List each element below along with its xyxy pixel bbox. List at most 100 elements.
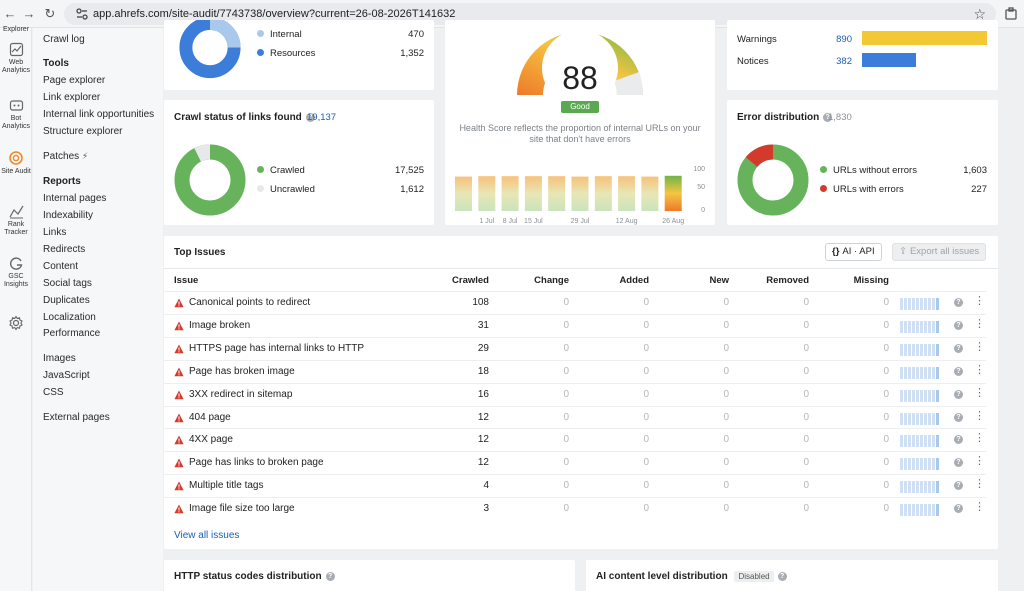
rail-item-settings[interactable] <box>0 315 32 333</box>
issue-name[interactable]: 404 page <box>189 411 231 423</box>
health-bar[interactable] <box>594 176 612 211</box>
help-icon[interactable]: ? <box>954 412 963 422</box>
help-icon[interactable]: ? <box>305 113 315 122</box>
site-settings-icon[interactable] <box>75 7 89 21</box>
issue-name[interactable]: Page has links to broken page <box>189 457 324 469</box>
health-bar[interactable] <box>455 176 472 211</box>
nav-performance[interactable]: Performance <box>43 328 101 339</box>
help-icon[interactable]: ? <box>954 504 963 514</box>
warnings-count[interactable]: 890 <box>836 34 852 45</box>
issue-name[interactable]: HTTPS page has internal links to HTTP <box>189 342 365 354</box>
cell-crawled[interactable]: 108 <box>472 297 489 308</box>
rail-item-gsc-insights[interactable]: GSC Insights <box>0 256 32 289</box>
notices-count[interactable]: 382 <box>836 56 852 67</box>
nav-javascript[interactable]: JavaScript <box>43 370 90 381</box>
back-icon[interactable]: ← <box>3 6 17 21</box>
address-bar[interactable]: app.ahrefs.com/site-audit/7743738/overvi… <box>64 3 996 25</box>
col-crawled[interactable]: Crawled <box>452 275 489 286</box>
col-missing[interactable]: Missing <box>853 275 889 286</box>
nav-page-explorer[interactable]: Page explorer <box>43 75 106 86</box>
cell-crawled[interactable]: 12 <box>477 457 489 469</box>
table-row[interactable]: 404 page 12 0 0 0 0 0? ⋮ <box>164 405 986 429</box>
col-change[interactable]: Change <box>534 275 569 286</box>
help-icon[interactable]: ? <box>954 320 963 330</box>
help-icon[interactable]: ? <box>954 343 963 353</box>
cell-crawled[interactable]: 4 <box>483 480 489 492</box>
nav-css[interactable]: CSS <box>43 387 64 398</box>
nav-indexability[interactable]: Indexability <box>43 210 94 221</box>
more-options-icon[interactable]: ⋮ <box>974 455 985 468</box>
issue-name[interactable]: Image broken <box>189 319 251 331</box>
issue-name[interactable]: Canonical points to redirect <box>189 297 311 308</box>
more-options-icon[interactable]: ⋮ <box>974 432 985 445</box>
table-row[interactable]: Image file size too large 3 0 0 0 0 0? ⋮ <box>164 497 986 520</box>
help-icon[interactable]: ? <box>954 389 963 399</box>
more-options-icon[interactable]: ⋮ <box>974 363 985 376</box>
rail-item-web-analytics[interactable]: Web Analytics <box>0 42 32 75</box>
issue-name[interactable]: Page has broken image <box>189 365 295 377</box>
rail-item-bot-analytics[interactable]: Bot Analytics <box>0 98 32 131</box>
crawl-status-total[interactable]: 19,137 <box>307 112 337 123</box>
more-options-icon[interactable]: ⋮ <box>974 501 985 514</box>
cell-crawled[interactable]: 16 <box>477 388 489 400</box>
cell-crawled[interactable]: 12 <box>477 434 489 446</box>
issue-name[interactable]: Multiple title tags <box>189 480 264 492</box>
nav-external-pages[interactable]: External pages <box>43 412 110 423</box>
nav-duplicates[interactable]: Duplicates <box>43 295 90 306</box>
table-row[interactable]: HTTPS page has internal links to HTTP 29 0… <box>164 336 986 360</box>
col-new[interactable]: New <box>709 275 729 286</box>
help-icon[interactable]: ? <box>954 298 963 307</box>
nav-internal-link-opportunities[interactable]: Internal link opportunities <box>43 109 155 120</box>
nav-redirects[interactable]: Redirects <box>43 244 86 255</box>
nav-patches[interactable]: Patches ⚡ <box>43 151 88 162</box>
help-icon[interactable]: ? <box>954 481 963 491</box>
table-row[interactable]: Multiple title tags 4 0 0 0 0 0? ⋮ <box>164 474 986 497</box>
issue-name[interactable]: 3XX redirect in sitemap <box>189 388 293 400</box>
cell-crawled[interactable]: 31 <box>477 319 489 331</box>
nav-social-tags[interactable]: Social tags <box>43 278 92 289</box>
table-row[interactable]: Page has broken image 18 0 0 0 0 0? ⋮ <box>164 359 986 383</box>
forward-icon[interactable]: → <box>22 6 36 21</box>
help-icon[interactable]: ? <box>325 572 335 581</box>
table-row[interactable]: Image broken 31 0 0 0 0 0? ⋮ <box>164 313 986 337</box>
nav-links[interactable]: Links <box>43 227 67 238</box>
table-row[interactable]: 4XX page 12 0 0 0 0 0? ⋮ <box>164 428 986 451</box>
nav-link-explorer[interactable]: Link explorer <box>43 92 101 103</box>
export-all-issues-button[interactable]: ⇪ Export all issues <box>892 243 987 261</box>
health-bar[interactable] <box>618 176 636 211</box>
col-added[interactable]: Added <box>619 275 649 286</box>
health-bar[interactable] <box>548 176 566 211</box>
rail-item-site-audit[interactable]: Site Audit <box>0 150 32 176</box>
more-options-icon[interactable]: ⋮ <box>974 478 985 491</box>
col-removed[interactable]: Removed <box>766 275 809 286</box>
help-icon[interactable]: ? <box>823 113 833 122</box>
reload-icon[interactable]: ↻ <box>44 6 56 21</box>
cell-crawled[interactable]: 18 <box>477 365 489 377</box>
help-icon[interactable]: ? <box>954 435 963 445</box>
extensions-icon[interactable] <box>1003 6 1019 22</box>
col-issue[interactable]: Issue <box>174 275 199 286</box>
more-options-icon[interactable]: ⋮ <box>974 386 985 399</box>
issue-name[interactable]: Image file size too large <box>189 503 295 515</box>
table-row[interactable]: Page has links to broken page 12 0 0 0 0 0? ⋮ <box>164 451 986 474</box>
more-options-icon[interactable]: ⋮ <box>974 409 985 422</box>
nav-localization[interactable]: Localization <box>43 312 96 323</box>
help-icon[interactable]: ? <box>954 366 963 376</box>
nav-internal-pages[interactable]: Internal pages <box>43 193 107 204</box>
cell-crawled[interactable]: 12 <box>477 411 489 423</box>
health-bar[interactable] <box>664 175 682 211</box>
health-bar[interactable] <box>478 176 496 211</box>
rail-item-explorer[interactable]: Explorer <box>0 26 32 34</box>
more-options-icon[interactable]: ⋮ <box>974 340 985 353</box>
health-bar[interactable] <box>641 176 659 211</box>
health-bar[interactable] <box>524 176 542 211</box>
view-all-issues-link[interactable]: View all issues <box>174 530 240 541</box>
ai-api-button[interactable]: {} AI · API <box>825 243 882 261</box>
nav-images[interactable]: Images <box>43 353 76 364</box>
table-row[interactable]: 3XX redirect in sitemap 16 0 0 0 0 0? ⋮ <box>164 382 986 406</box>
issue-name[interactable]: 4XX page <box>189 434 233 446</box>
cell-crawled[interactable]: 3 <box>483 503 489 515</box>
help-icon[interactable]: ? <box>777 572 787 581</box>
bookmark-star-icon[interactable]: ☆ <box>973 6 986 22</box>
more-options-icon[interactable]: ⋮ <box>974 317 985 330</box>
